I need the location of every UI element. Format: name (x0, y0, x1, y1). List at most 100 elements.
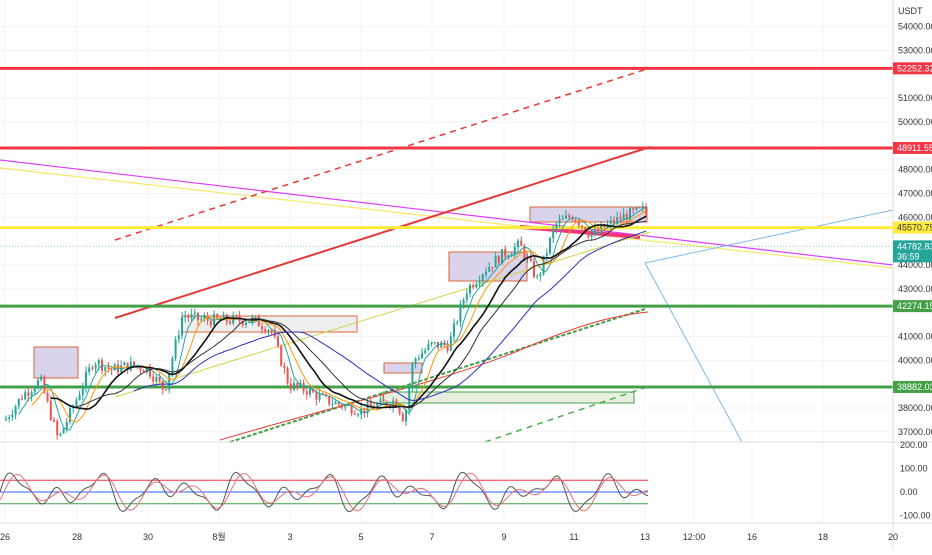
candle (24, 392, 27, 400)
candle (629, 208, 631, 220)
candle (158, 376, 161, 382)
time-tick: 13 (640, 532, 650, 542)
candle (533, 261, 535, 277)
price-tick: 53000.00 (898, 46, 932, 56)
candle (206, 317, 209, 321)
candle (341, 404, 343, 408)
candle (584, 227, 587, 233)
candle (331, 404, 334, 406)
candle (565, 215, 567, 219)
candle (427, 343, 430, 351)
level-price-badge (893, 62, 932, 75)
candle (408, 387, 411, 411)
candle (270, 330, 273, 332)
candle (568, 215, 571, 218)
candle (11, 414, 14, 418)
candle (235, 315, 238, 317)
candle (574, 219, 577, 221)
candle (398, 407, 401, 414)
candle (14, 406, 17, 415)
candle (488, 267, 491, 272)
moving-average-line (133, 230, 647, 401)
price-tick: 41000.00 (898, 331, 932, 341)
price-tick: 40000.00 (898, 355, 932, 365)
level-price-badge (893, 221, 932, 234)
price-axis[interactable]: 54000.00 53000.00 51000.00 50000.00 48000.00… (898, 22, 932, 437)
time-tick: 12:00 (683, 532, 706, 542)
horizontal-levels[interactable] (0, 66, 893, 389)
price-tick: 46000.00 (898, 212, 932, 222)
trend-line (114, 67, 651, 241)
level-price-badge (893, 141, 932, 154)
candle (424, 350, 427, 354)
candle (309, 389, 311, 395)
candle (88, 367, 91, 372)
candle (318, 394, 321, 400)
candle (5, 418, 7, 421)
price-tick: 50000.00 (898, 117, 932, 127)
candle (40, 376, 43, 381)
price-tick: 48000.00 (898, 165, 932, 175)
candle (321, 394, 324, 396)
candle (517, 240, 519, 248)
candle (459, 304, 462, 323)
price-tick: 51000.00 (898, 93, 932, 103)
candle (216, 314, 219, 318)
last-price-badge (893, 240, 932, 263)
candle (552, 228, 555, 239)
candle (536, 275, 539, 277)
candle (65, 421, 68, 429)
candle (197, 312, 199, 321)
candle (261, 326, 263, 330)
candle (555, 223, 558, 229)
oscillator-axis[interactable]: 200.00 100.00 0.00 -100.00 (900, 440, 931, 521)
candle (369, 402, 372, 407)
candle (334, 401, 337, 405)
candle (472, 284, 475, 288)
candle (414, 358, 417, 364)
moving-averages (18, 207, 647, 431)
range-box (383, 362, 423, 374)
candle (462, 300, 465, 305)
range-box (382, 391, 635, 404)
candle (449, 336, 452, 351)
candle (27, 392, 30, 396)
candle (171, 358, 174, 374)
candle (184, 316, 187, 318)
candle (181, 317, 183, 336)
time-axis[interactable]: 26 28 30 8월 3 5 7 9 11 13 12:00 16 18 20 (0, 531, 898, 542)
grid (0, 26, 893, 433)
candle (299, 382, 302, 387)
candle (69, 408, 71, 422)
candle (347, 404, 350, 406)
countdown-label: 36:59 (897, 251, 920, 261)
moving-average-line (50, 215, 647, 410)
range-box (33, 346, 79, 379)
price-tick: 37000.00 (898, 427, 932, 437)
candle (280, 345, 283, 366)
candle (497, 256, 500, 264)
candle (123, 362, 126, 366)
candle (85, 371, 87, 388)
candle (139, 366, 142, 371)
candle (590, 234, 593, 238)
candle (213, 314, 215, 326)
time-tick: 20 (888, 532, 898, 542)
candle (241, 321, 244, 325)
candle (168, 373, 171, 390)
candle (558, 219, 561, 224)
candle (529, 257, 532, 262)
candle (190, 314, 193, 318)
candle (277, 336, 279, 346)
candle (625, 214, 628, 220)
candle (149, 366, 151, 377)
candle (504, 249, 507, 257)
candle (62, 428, 65, 434)
candle (165, 389, 167, 391)
candle (501, 249, 503, 264)
price-tick: 44000.00 (898, 260, 932, 270)
candle (283, 365, 286, 369)
candle (328, 395, 331, 405)
candle (446, 345, 449, 351)
